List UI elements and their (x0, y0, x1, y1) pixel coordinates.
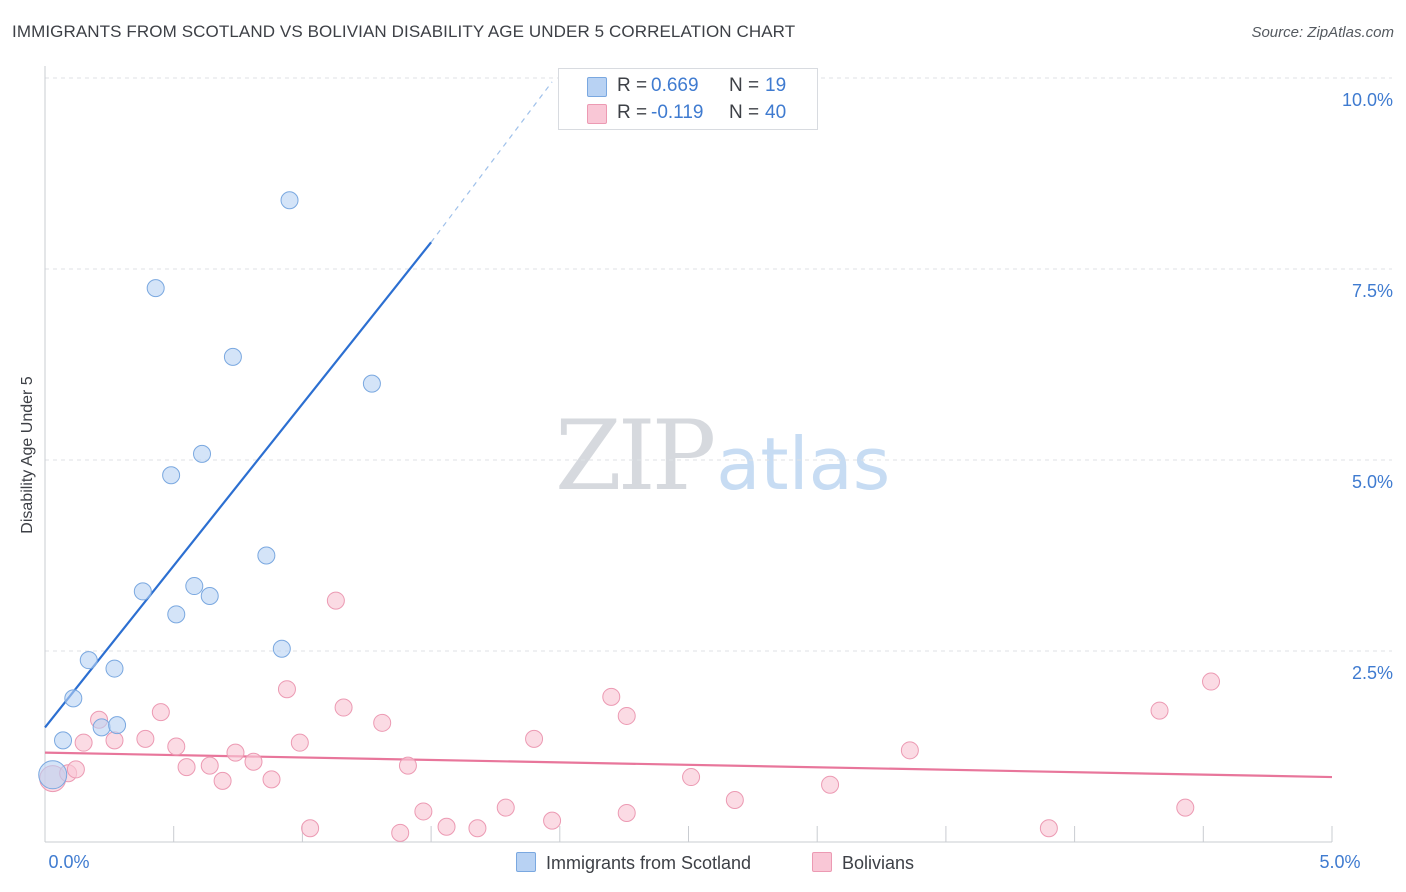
y-tick-label: 10.0% (1342, 90, 1393, 110)
point-bolivians (398, 756, 417, 775)
point-scotland (200, 586, 219, 605)
legend-swatch-bolivians (587, 104, 607, 124)
correlation-legend: R = 0.669 N = 19 R = -0.119 N = 40 (558, 68, 818, 130)
point-scotland (79, 651, 98, 670)
point-bolivians (1176, 798, 1195, 817)
y-tick-label: 5.0% (1352, 472, 1393, 492)
data-points (38, 191, 1221, 842)
point-bolivians (277, 680, 296, 699)
point-bolivians (900, 741, 919, 760)
point-bolivians (226, 743, 245, 762)
point-bolivians (200, 756, 219, 775)
legend-r-label: R = (617, 102, 648, 123)
series-swatch-scotland (516, 852, 536, 872)
point-scotland (38, 760, 68, 790)
point-bolivians (468, 819, 487, 838)
trend-lines (44, 81, 1333, 779)
watermark-zip: ZIP (555, 400, 716, 512)
point-scotland (223, 347, 242, 366)
point-bolivians (682, 768, 701, 787)
series-legend-bolivians[interactable]: Bolivians (812, 852, 914, 874)
point-bolivians (213, 771, 232, 790)
legend-swatch-scotland (587, 77, 607, 97)
series-legend: Immigrants from Scotland Bolivians (0, 852, 1406, 876)
axes (44, 66, 1333, 843)
point-bolivians (244, 752, 263, 771)
point-bolivians (74, 733, 93, 752)
point-bolivians (1150, 701, 1169, 720)
point-scotland (362, 374, 381, 393)
point-scotland (92, 718, 111, 737)
point-bolivians (301, 819, 320, 838)
point-bolivians (177, 758, 196, 777)
point-scotland (280, 191, 299, 210)
point-bolivians (105, 731, 124, 750)
x-tick-label: 0.0% (48, 852, 89, 872)
point-scotland (108, 716, 127, 735)
point-scotland (64, 689, 83, 708)
legend-r-value: 0.669 (651, 75, 699, 96)
trend-line-scotland (44, 241, 432, 729)
point-bolivians (1202, 672, 1221, 691)
point-bolivians (290, 733, 309, 752)
point-bolivians (1039, 819, 1058, 838)
point-scotland (193, 444, 212, 463)
point-bolivians (262, 770, 281, 789)
point-bolivians (151, 703, 170, 722)
legend-n-value: 19 (765, 75, 787, 96)
point-scotland (105, 659, 124, 678)
point-scotland (257, 546, 276, 565)
point-bolivians (414, 802, 433, 821)
point-bolivians (373, 713, 392, 732)
point-bolivians (617, 803, 636, 822)
point-bolivians (543, 811, 562, 830)
series-label-scotland: Immigrants from Scotland (546, 853, 752, 873)
point-bolivians (66, 760, 85, 779)
series-swatch-bolivians (812, 852, 832, 872)
watermark: ZIPatlas (555, 400, 890, 512)
legend-row-scotland: R = 0.669 N = 19 (559, 73, 817, 99)
point-bolivians (167, 737, 186, 756)
point-bolivians (391, 823, 410, 842)
trend-line-scotland-extension (430, 81, 553, 243)
legend-n-label: N = (729, 102, 760, 123)
series-label-bolivians: Bolivians (842, 853, 915, 873)
point-bolivians (437, 817, 456, 836)
point-bolivians (525, 729, 544, 748)
point-scotland (54, 731, 73, 750)
chart-title: IMMIGRANTS FROM SCOTLAND VS BOLIVIAN DIS… (12, 22, 796, 41)
x-tick-label: 5.0% (1319, 852, 1360, 872)
point-bolivians (334, 698, 353, 717)
point-scotland (146, 279, 165, 298)
legend-row-bolivians: R = -0.119 N = 40 (559, 100, 817, 126)
point-scotland (167, 605, 186, 624)
legend-r-value: -0.119 (651, 102, 704, 123)
watermark-atlas: atlas (716, 422, 891, 506)
grid-lines (45, 77, 1392, 652)
legend-r-label: R = (617, 75, 648, 96)
point-bolivians (725, 790, 744, 809)
point-bolivians (496, 798, 515, 817)
point-scotland (185, 577, 204, 596)
point-bolivians (617, 706, 636, 725)
point-bolivians (602, 687, 621, 706)
point-scotland (162, 466, 181, 485)
tick-labels: 2.5% 5.0% 7.5% 10.0% 0.0% 5.0% (48, 90, 1393, 872)
y-tick-label: 2.5% (1352, 663, 1393, 683)
point-scotland (133, 582, 152, 601)
y-tick-label: 7.5% (1352, 281, 1393, 301)
point-bolivians (821, 775, 840, 794)
point-scotland (272, 639, 291, 658)
legend-n-label: N = (729, 75, 760, 96)
series-legend-scotland[interactable]: Immigrants from Scotland (516, 852, 751, 874)
legend-n-value: 40 (765, 102, 787, 123)
source-label: Source: ZipAtlas.com (1251, 24, 1394, 41)
point-bolivians (326, 591, 345, 610)
point-bolivians (136, 729, 155, 748)
